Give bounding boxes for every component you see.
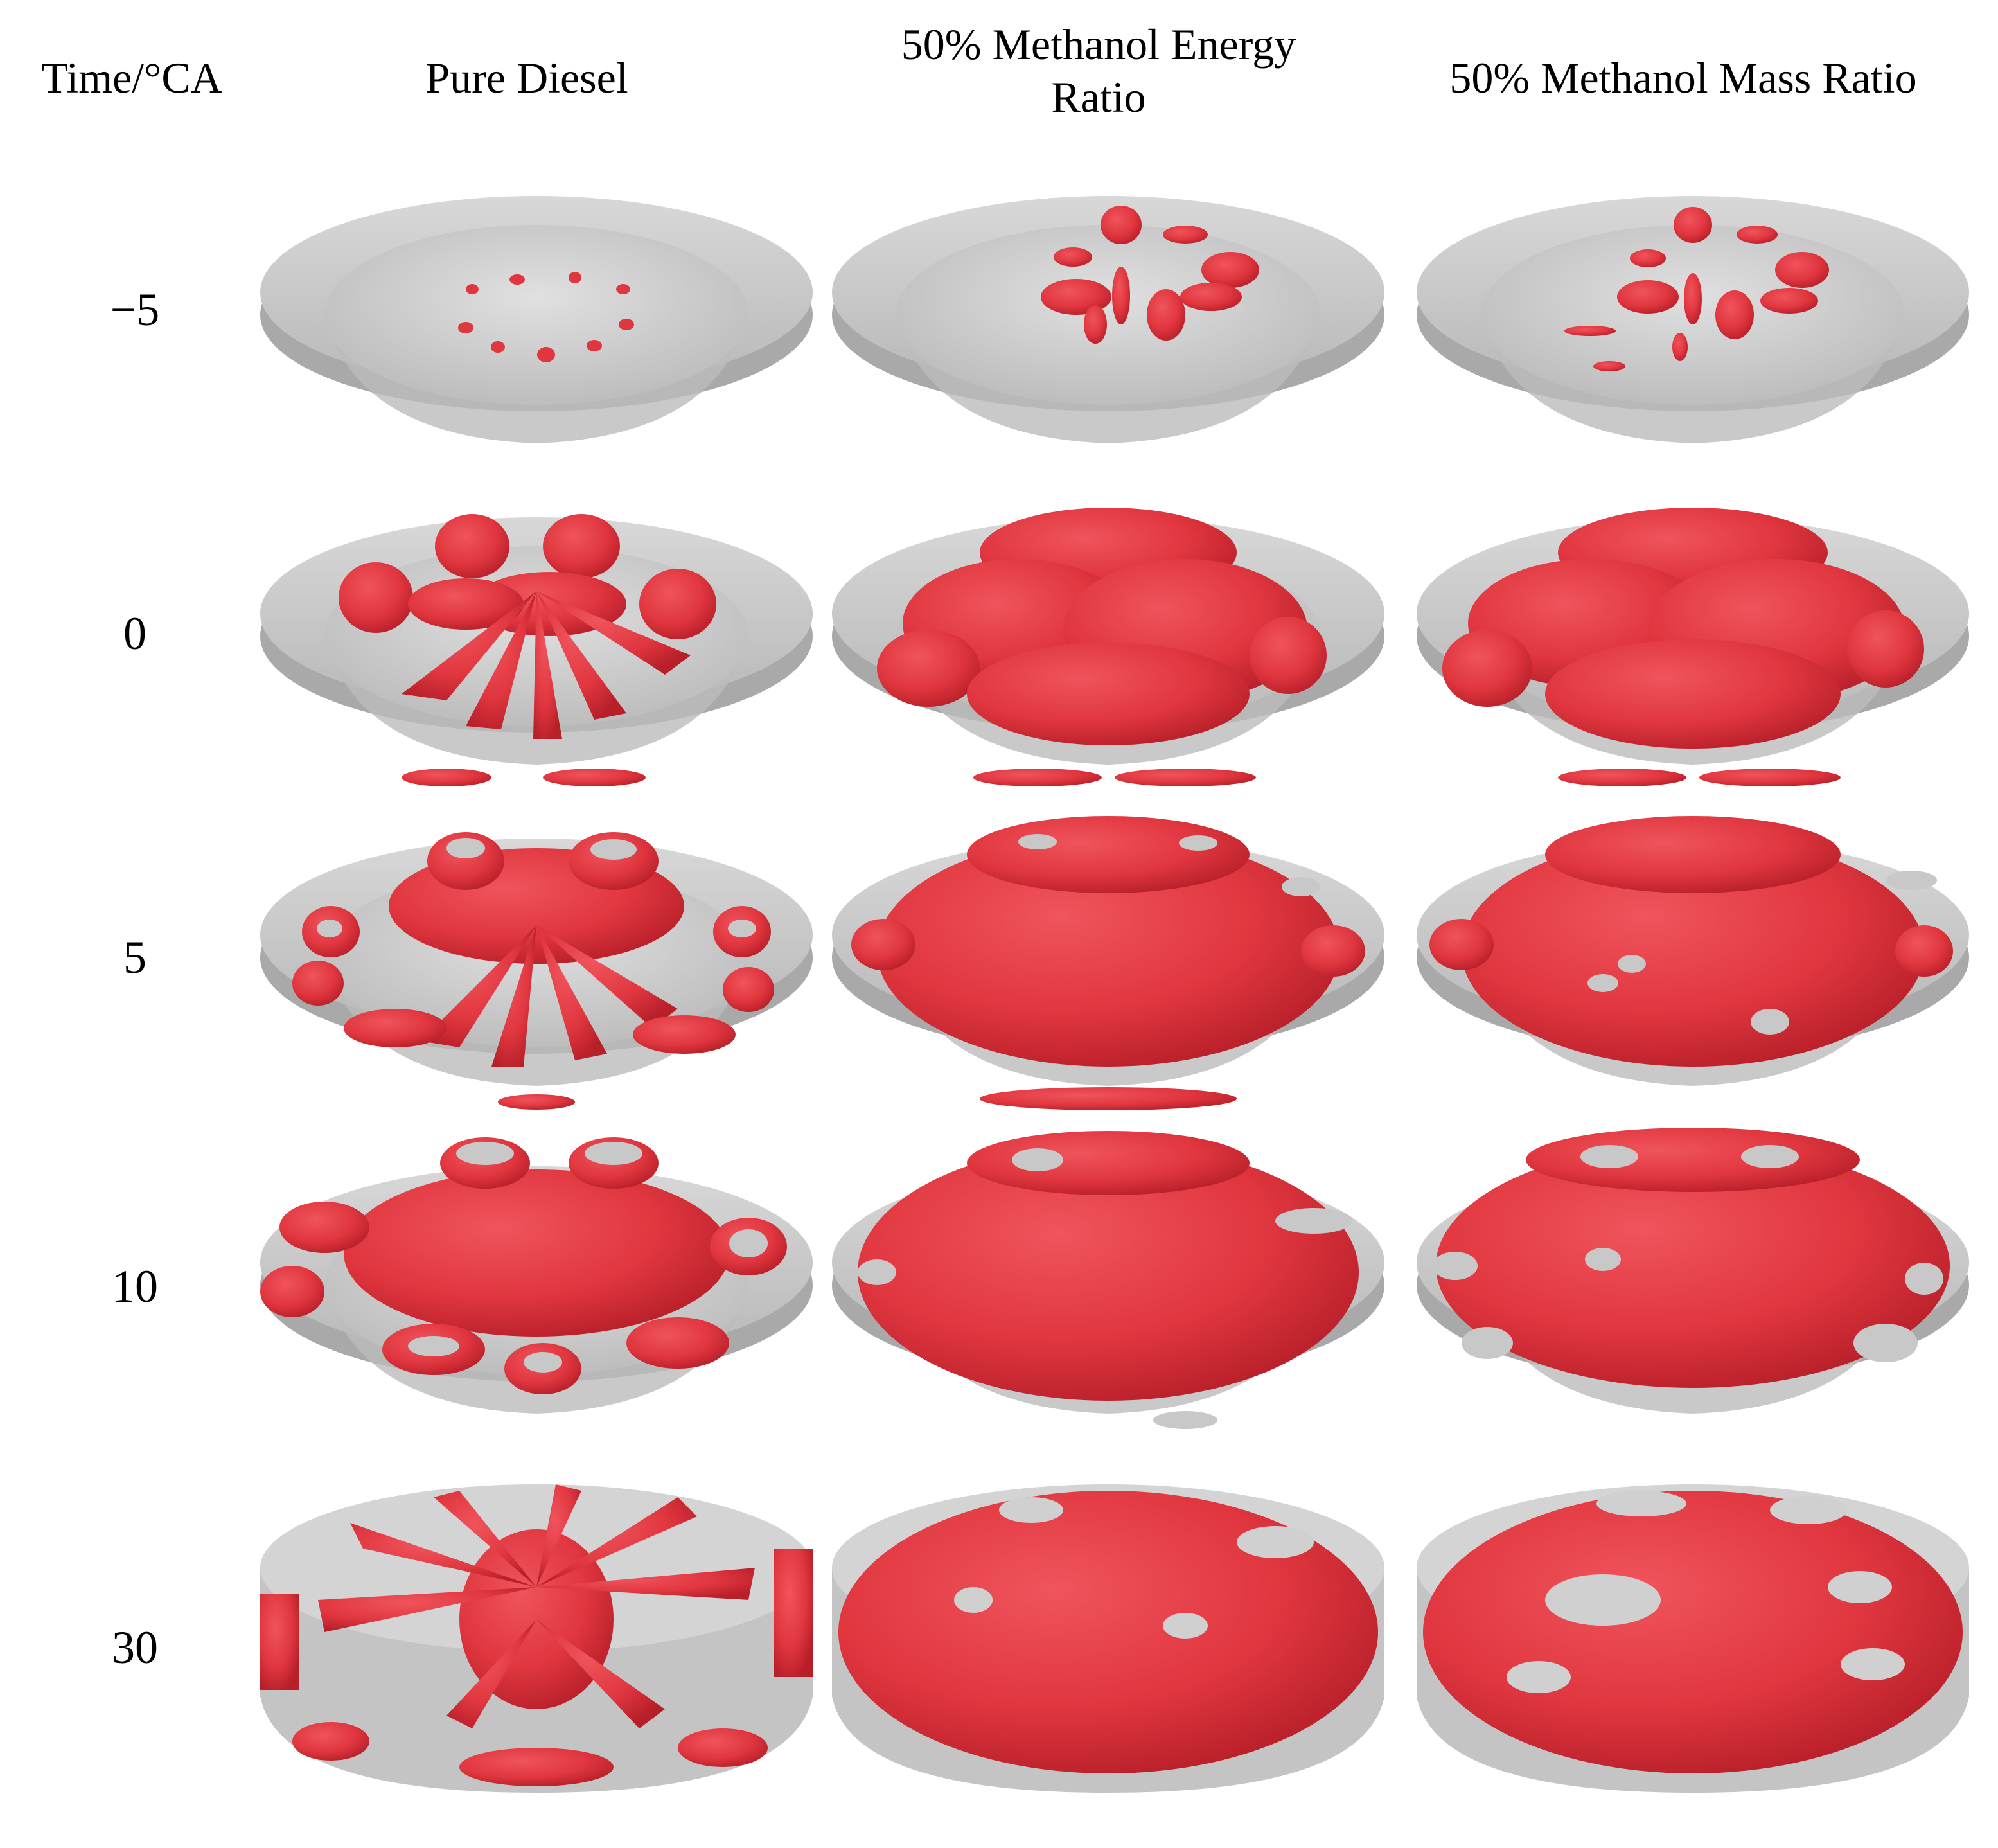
piston-view-energy-t2 (826, 475, 1391, 797)
methanol-mass-ratio-column-header: 50% Methanol Mass Ratio (1449, 53, 1917, 102)
piston-view-energy-t1 (826, 154, 1391, 475)
time-column-header: Time/°CA (41, 53, 222, 102)
piston-view-diesel-t1 (254, 154, 819, 475)
methanol-energy-ratio-column-header: 50% Methanol Energy Ratio (809, 18, 1388, 123)
time-label-row-3: 5 (123, 932, 146, 983)
piston-view-energy-t3 (826, 797, 1391, 1118)
header-line-2: Ratio (1051, 73, 1146, 121)
piston-view-diesel-t4 (254, 1124, 819, 1446)
header-line-1: 50% Methanol Energy (901, 20, 1296, 69)
piston-view-diesel-t5 (254, 1471, 819, 1793)
piston-view-mass-t2 (1410, 475, 1976, 797)
piston-view-energy-t4 (826, 1124, 1391, 1446)
time-label-row-2: 0 (123, 608, 146, 659)
piston-view-diesel-t3 (254, 797, 819, 1118)
piston-view-mass-t1 (1410, 154, 1976, 475)
piston-view-mass-t5 (1410, 1471, 1976, 1793)
piston-view-diesel-t2 (254, 475, 819, 797)
piston-view-mass-t3 (1410, 797, 1976, 1118)
pure-diesel-column-header: Pure Diesel (425, 53, 628, 102)
piston-view-energy-t5 (826, 1471, 1391, 1793)
piston-view-mass-t4 (1410, 1124, 1976, 1446)
time-label-row-4: 10 (112, 1261, 158, 1312)
time-label-row-1: −5 (110, 284, 160, 335)
time-label-row-5: 30 (112, 1622, 158, 1673)
